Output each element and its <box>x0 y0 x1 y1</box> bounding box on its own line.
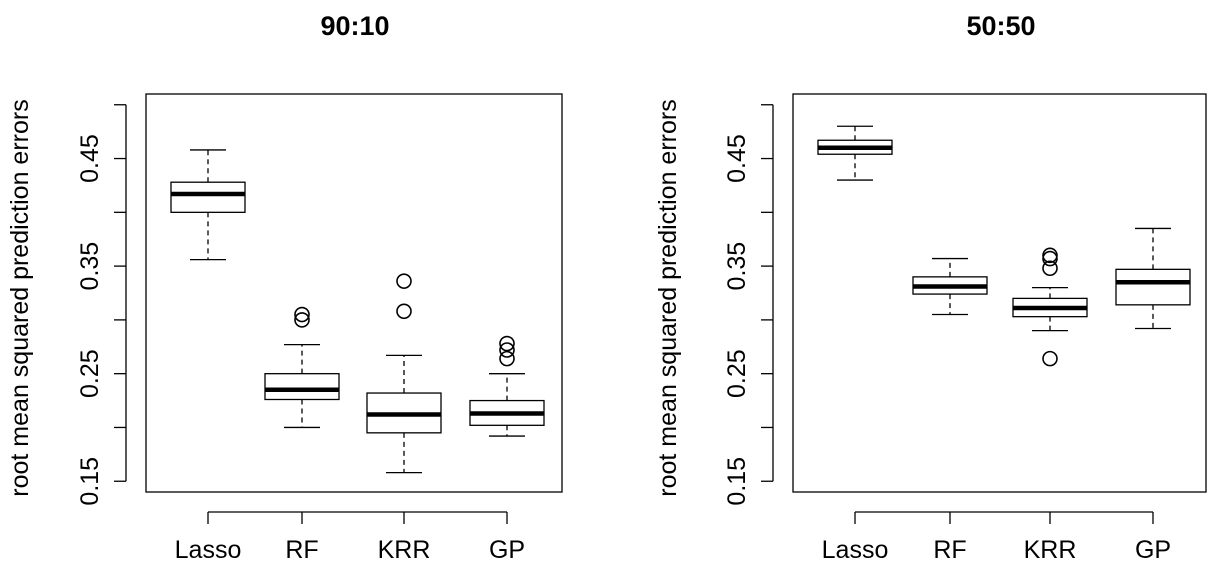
box-krr <box>366 273 442 474</box>
outlier-point <box>396 303 412 320</box>
x-tick-label-gp: GP <box>1135 536 1171 564</box>
outlier-point <box>499 335 515 352</box>
x-tick-label-gp: GP <box>489 536 525 564</box>
y-tick-label: 0.35 <box>76 242 104 291</box>
box-gp <box>469 335 545 437</box>
box-lasso <box>170 149 246 261</box>
outlier-point <box>499 350 515 367</box>
chart-panel-2: 50:50 root mean squared prediction errors… <box>654 11 1207 564</box>
chart-title: 90:10 <box>320 11 389 41</box>
y-tick-label: 0.15 <box>76 457 104 506</box>
outlier-point <box>1042 260 1058 277</box>
x-tick-label-rf: RF <box>285 536 318 564</box>
chart-panel-1: 90:10 root mean squared prediction errors… <box>6 11 563 564</box>
box-gp <box>1115 227 1191 330</box>
x-tick-label-rf: RF <box>933 536 966 564</box>
outlier-point <box>294 312 310 328</box>
y-tick-label: 0.25 <box>76 349 104 398</box>
chart-title: 50:50 <box>966 11 1035 41</box>
outlier-point <box>1042 247 1058 264</box>
iqr-box <box>264 373 340 401</box>
y-tick-label: 0.15 <box>723 457 751 506</box>
plot-frame <box>145 93 563 493</box>
outlier-point <box>499 342 515 358</box>
outlier-point <box>294 306 310 323</box>
x-tick-label-krr: KRR <box>1024 536 1077 564</box>
iqr-box <box>1115 268 1191 306</box>
x-tick-label-lasso: Lasso <box>175 536 242 564</box>
plot-frame <box>792 93 1207 493</box>
x-tick-label-krr: KRR <box>378 536 431 564</box>
x-tick-label-lasso: Lasso <box>822 536 889 564</box>
box-rf <box>912 257 988 316</box>
y-tick-label: 0.45 <box>723 134 751 183</box>
outlier-point <box>396 273 412 289</box>
box-krr <box>1012 247 1088 367</box>
box-lasso <box>817 125 893 181</box>
box-rf <box>264 306 340 429</box>
y-axis-label: root mean squared prediction errors <box>6 99 34 496</box>
y-tick-label: 0.35 <box>723 242 751 291</box>
y-tick-label: 0.25 <box>723 349 751 398</box>
outlier-point <box>1042 250 1058 267</box>
outlier-point <box>1042 350 1058 367</box>
iqr-box <box>170 181 246 213</box>
y-tick-label: 0.45 <box>76 134 104 183</box>
y-axis-label: root mean squared prediction errors <box>654 99 682 496</box>
